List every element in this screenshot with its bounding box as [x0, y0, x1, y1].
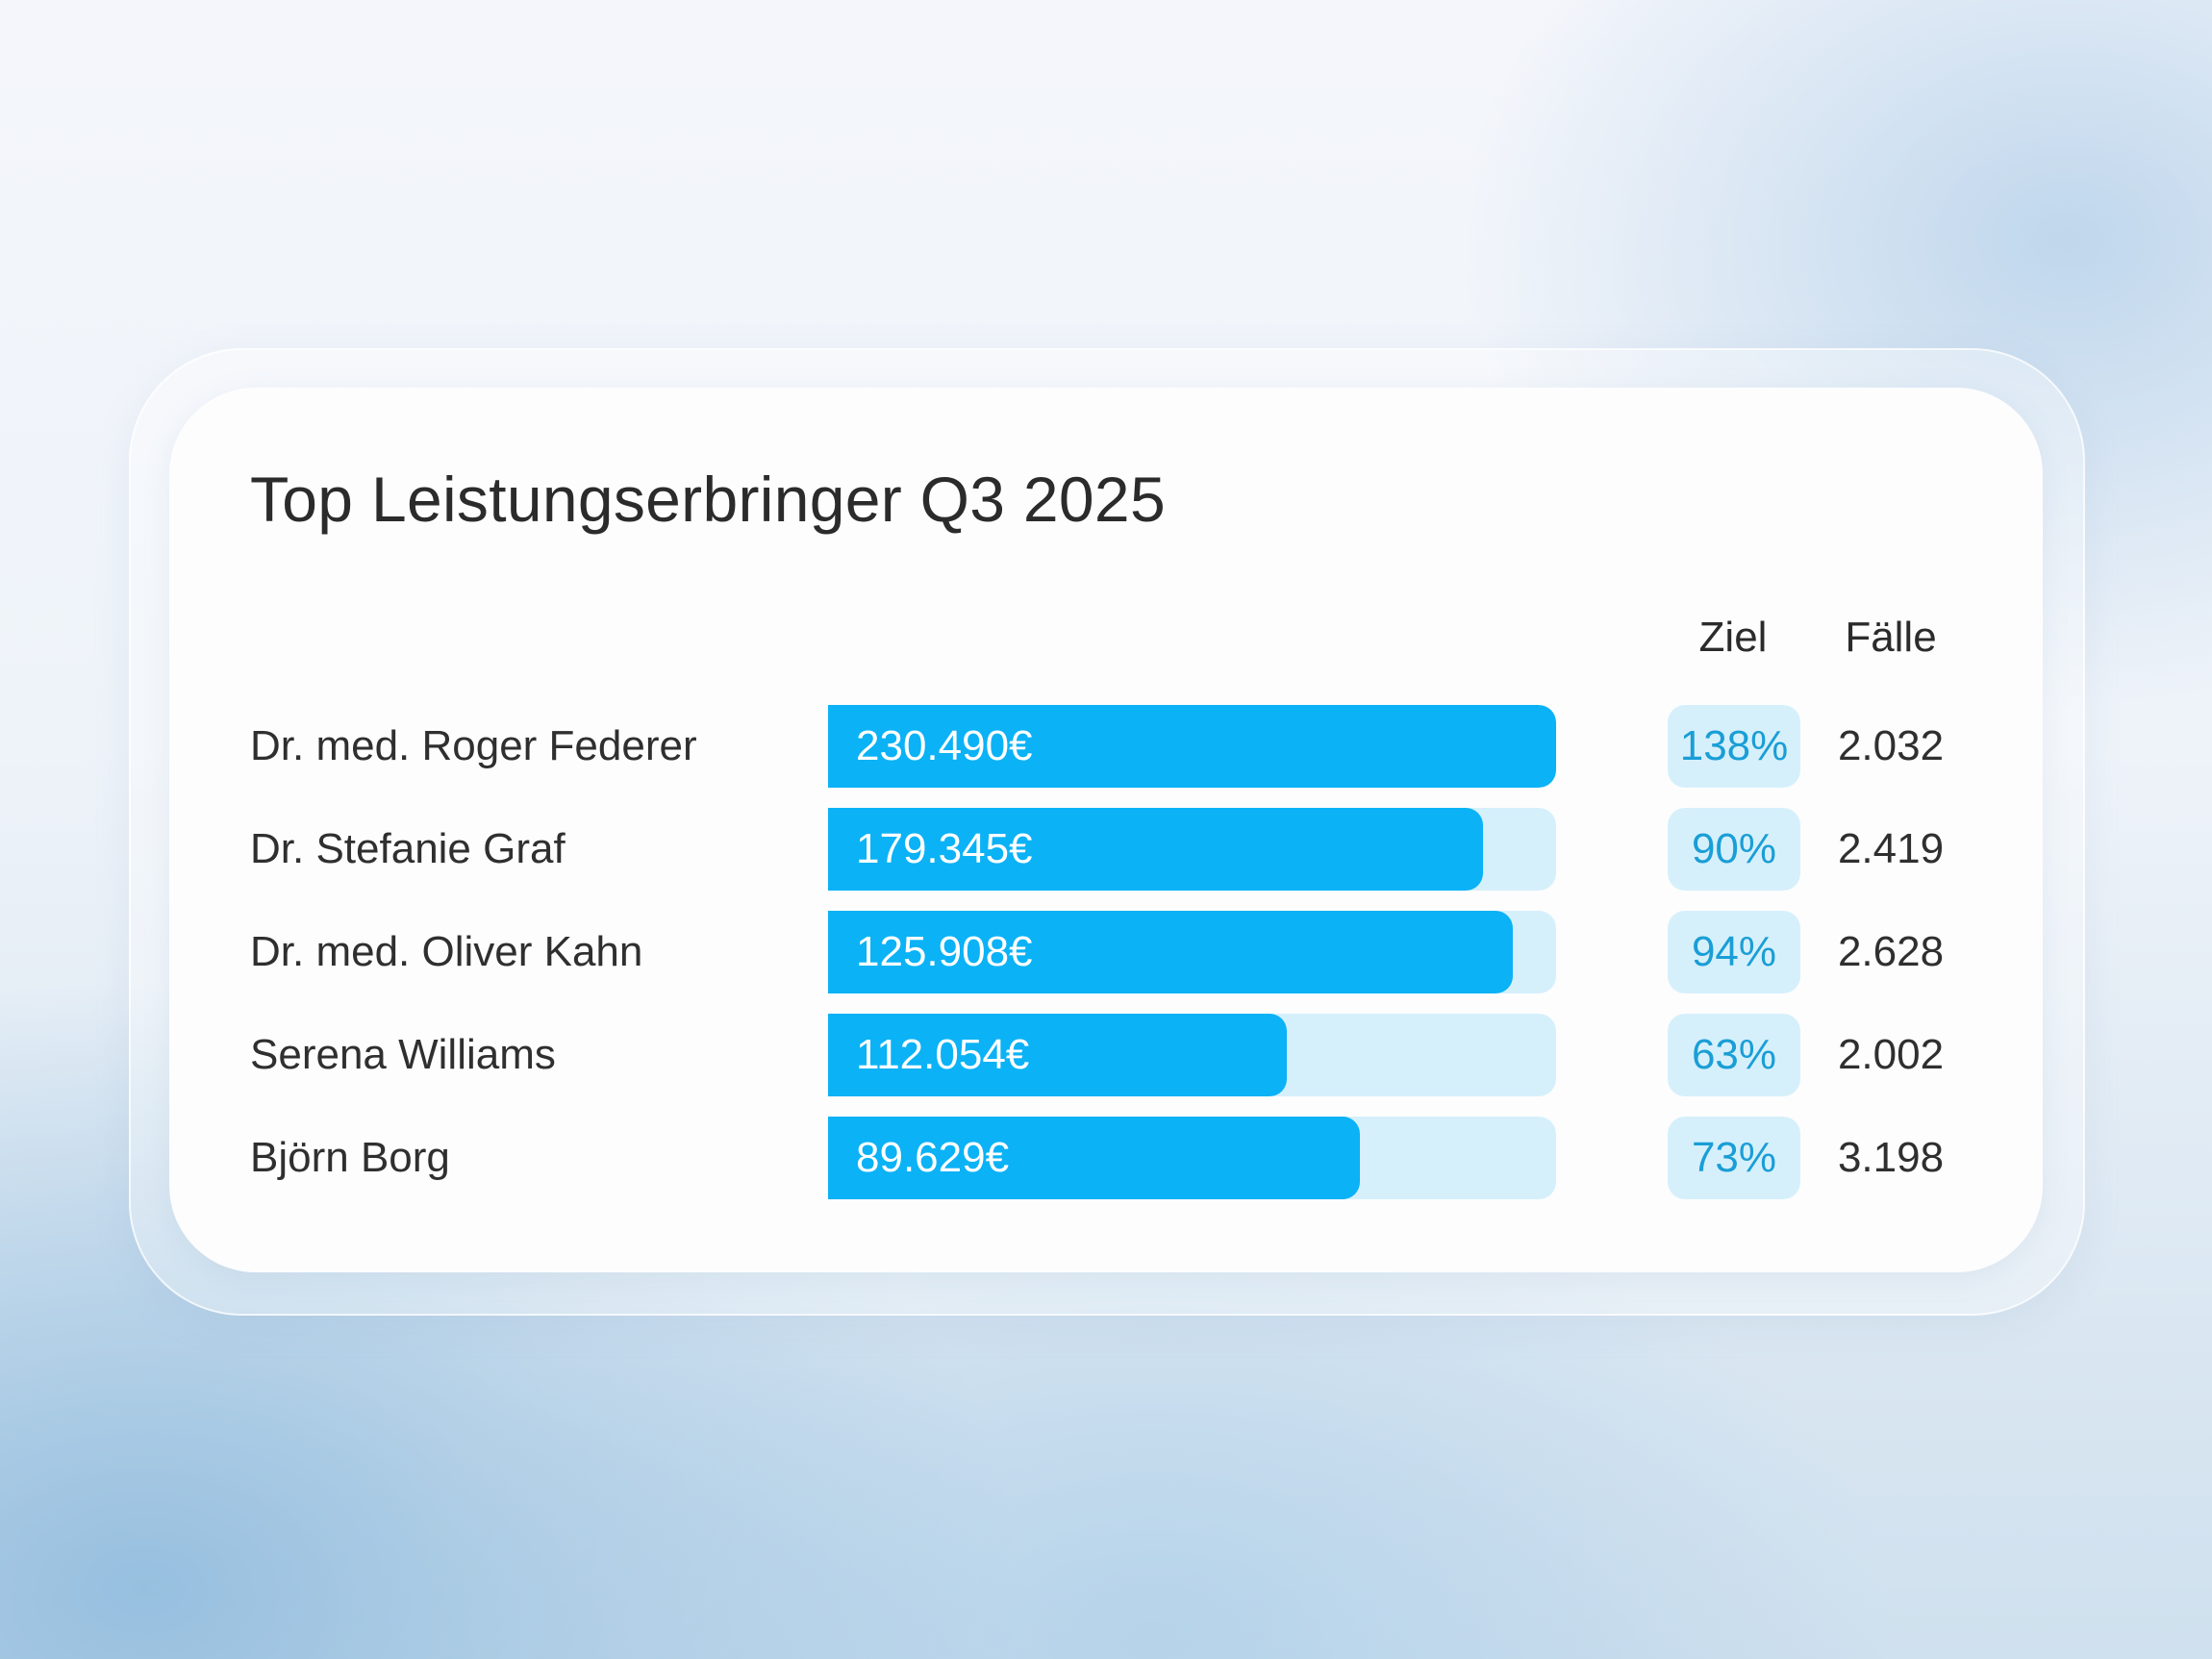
provider-name: Dr. Stefanie Graf: [250, 825, 566, 872]
table-row: Björn Borg 89.629€ 73% 3.198: [169, 1117, 2043, 1199]
revenue-amount: 125.908€: [856, 928, 1033, 975]
revenue-bar-track: [828, 808, 1556, 891]
cases-count: 2.032: [1837, 722, 1945, 769]
card-title: Top Leistungserbringer Q3 2025: [250, 464, 1166, 535]
goal-badge: 90%: [1668, 808, 1800, 891]
top-performers-card: Top Leistungserbringer Q3 2025 Ziel Fäll…: [169, 388, 2043, 1272]
revenue-bar-track: [828, 1014, 1556, 1096]
table-row: Dr. Stefanie Graf 179.345€ 90% 2.419: [169, 808, 2043, 891]
cases-count: 2.419: [1837, 825, 1945, 872]
revenue-bar-track: [828, 911, 1556, 993]
revenue-bar-fill: [828, 1117, 1360, 1199]
revenue-amount: 89.629€: [856, 1134, 1010, 1181]
provider-name: Björn Borg: [250, 1134, 450, 1181]
table-row: Dr. med. Roger Federer 230.490€ 138% 2.0…: [169, 705, 2043, 788]
revenue-amount: 179.345€: [856, 825, 1033, 872]
provider-name: Serena Williams: [250, 1031, 556, 1078]
revenue-amount: 230.490€: [856, 722, 1033, 769]
revenue-amount: 112.054€: [856, 1031, 1030, 1078]
goal-badge: 138%: [1668, 705, 1800, 788]
cases-count: 3.198: [1837, 1134, 1945, 1181]
revenue-bar-track: [828, 1117, 1556, 1199]
table-row: Serena Williams 112.054€ 63% 2.002: [169, 1014, 2043, 1096]
provider-name: Dr. med. Oliver Kahn: [250, 928, 643, 975]
revenue-bar-fill: [828, 911, 1513, 993]
revenue-bar-fill: [828, 705, 1556, 788]
goal-badge: 94%: [1668, 911, 1800, 993]
goal-badge: 73%: [1668, 1117, 1800, 1199]
goal-badge: 63%: [1668, 1014, 1800, 1096]
cases-count: 2.002: [1837, 1031, 1945, 1078]
column-header-cases: Fälle: [1845, 614, 1937, 661]
column-header-goal: Ziel: [1698, 614, 1768, 661]
cases-count: 2.628: [1837, 928, 1945, 975]
revenue-bar-fill: [828, 808, 1484, 891]
table-row: Dr. med. Oliver Kahn 125.908€ 94% 2.628: [169, 911, 2043, 993]
revenue-bar-fill: [828, 1014, 1287, 1096]
revenue-bar-track: [828, 705, 1556, 788]
provider-name: Dr. med. Roger Federer: [250, 722, 697, 769]
